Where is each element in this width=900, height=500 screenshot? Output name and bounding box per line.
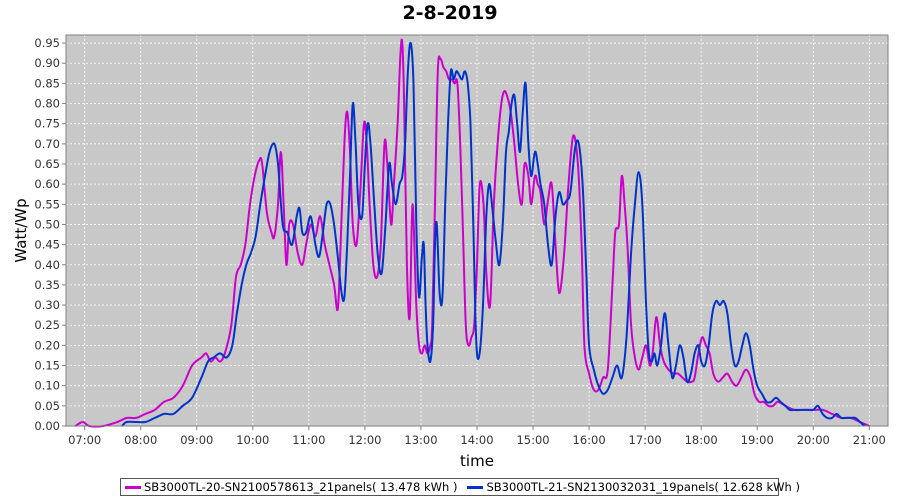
x-tick-label: 09:00 (180, 433, 213, 447)
chart-title: 2-8-2019 (402, 2, 498, 24)
x-tick-label: 08:00 (124, 433, 157, 447)
legend-item-series-1: SB3000TL-20-SN2100578613_21panels( 13.47… (125, 480, 457, 494)
y-tick-label: 0.80 (34, 97, 60, 111)
y-tick-label: 0.60 (34, 177, 60, 191)
y-tick-label: 0.05 (34, 399, 60, 413)
y-tick-label: 0.75 (34, 117, 60, 131)
x-tick-label: 11:00 (292, 433, 325, 447)
x-axis: 07:00 08:00 09:00 10:00 11:00 12:00 13:00 14:00… (68, 426, 886, 447)
x-tick-label: 16:00 (573, 433, 606, 447)
y-axis: 0.00 0.05 0.10 0.15 0.20 0.25 0.30 0.35 0.40 0.45… (34, 36, 66, 433)
y-tick-label: 0.20 (34, 338, 60, 352)
y-tick-label: 0.95 (34, 36, 60, 50)
y-tick-label: 0.50 (34, 217, 60, 231)
y-tick-label: 0.65 (34, 157, 60, 171)
x-tick-label: 12:00 (348, 433, 381, 447)
y-tick-label: 0.55 (34, 197, 60, 211)
x-tick-label: 21:00 (853, 433, 886, 447)
x-tick-label: 10:00 (236, 433, 269, 447)
y-tick-label: 0.25 (34, 318, 60, 332)
legend-label-series-2: SB3000TL-21-SN2130032031_19panels( 12.62… (486, 480, 800, 494)
y-tick-label: 0.30 (34, 298, 60, 312)
x-tick-label: 19:00 (741, 433, 774, 447)
legend-swatch-series-1 (125, 485, 141, 489)
y-tick-label: 0.90 (34, 56, 60, 70)
y-tick-label: 0.15 (34, 359, 60, 373)
x-tick-label: 13:00 (404, 433, 437, 447)
y-tick-label: 0.85 (34, 76, 60, 90)
y-tick-label: 0.10 (34, 379, 60, 393)
y-tick-label: 0.45 (34, 238, 60, 252)
x-tick-label: 17:00 (629, 433, 662, 447)
x-tick-label: 14:00 (460, 433, 493, 447)
y-tick-label: 0.40 (34, 258, 60, 272)
series-line-2 (121, 42, 866, 427)
x-tick-label: 07:00 (68, 433, 101, 447)
x-tick-label: 20:00 (797, 433, 830, 447)
legend-swatch-series-2 (467, 485, 484, 489)
x-tick-label: 18:00 (685, 433, 718, 447)
legend-item-series-2: SB3000TL-21-SN2130032031_19panels( 12.62… (467, 480, 800, 494)
y-tick-label: 0.00 (34, 419, 60, 433)
y-tick-label: 0.70 (34, 137, 60, 151)
x-axis-label: time (460, 452, 494, 470)
x-tick-label: 15:00 (516, 433, 549, 447)
y-axis-label: Watt/Wp (12, 198, 30, 262)
y-tick-label: 0.35 (34, 278, 60, 292)
legend-label-series-1: SB3000TL-20-SN2100578613_21panels( 13.47… (144, 480, 458, 494)
legend: SB3000TL-20-SN2100578613_21panels( 13.47… (120, 478, 800, 496)
series-layer (74, 38, 870, 428)
